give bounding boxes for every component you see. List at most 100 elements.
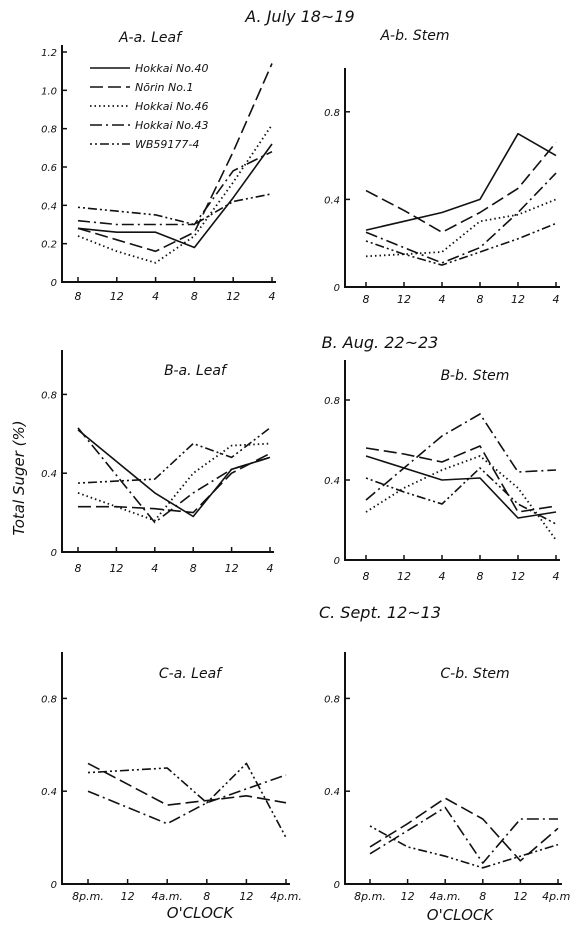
series-line-2 bbox=[87, 762, 287, 838]
chart-panel-5: C-b. Stem 0 0.4 0.8 8p.m. 12 4a.m. 8 12 4p.m. bbox=[324, 652, 571, 903]
chart-panel-3: B-b. Stem 0 0.4 0.8 8 12 4 8 12 4 bbox=[324, 360, 560, 583]
x-axis-label-left: O'CLOCK bbox=[167, 904, 235, 922]
x-tick-label: 12 bbox=[511, 293, 525, 306]
panel-title: B-a. Leaf bbox=[164, 363, 228, 379]
x-tick-label: 8 bbox=[477, 293, 484, 306]
chart-panel-2: B-a. Leaf 0 0.4 0.8 8 12 4 8 12 4 bbox=[41, 350, 274, 575]
y-tick-label: 0 bbox=[334, 880, 340, 891]
x-tick-label: 4 bbox=[553, 570, 560, 583]
x-tick-label: 4 bbox=[439, 293, 446, 306]
series-line-3 bbox=[77, 150, 273, 226]
x-tick-label: 12 bbox=[513, 890, 527, 903]
panel-title: A-b. Stem bbox=[379, 28, 449, 44]
x-tick-label: 4 bbox=[152, 290, 159, 303]
series-line-4 bbox=[77, 193, 273, 226]
x-tick-label: 8p.m. bbox=[354, 890, 386, 903]
y-tick-label: 0.4 bbox=[324, 476, 340, 487]
series-line-0 bbox=[365, 132, 557, 231]
chart-panel-4: C-a. Leaf 0 0.4 0.8 8p.m. 12 4a.m. 8 12 4p.m. bbox=[41, 652, 302, 903]
y-tick-label: 0.8 bbox=[41, 694, 57, 705]
legend-entry: Nōrin No.1 bbox=[135, 81, 193, 94]
series-line-1 bbox=[87, 774, 287, 825]
series-line-3 bbox=[365, 413, 557, 501]
x-tick-label: 8 bbox=[479, 890, 486, 903]
series-line-1 bbox=[365, 141, 557, 234]
series-line-4 bbox=[365, 467, 557, 525]
x-tick-label: 8 bbox=[191, 290, 198, 303]
y-tick-label: 0.4 bbox=[41, 201, 57, 212]
y-tick-label: 0 bbox=[334, 556, 340, 567]
series-line-2 bbox=[365, 455, 557, 541]
x-tick-label: 12 bbox=[397, 570, 411, 583]
x-tick-label: 8p.m. bbox=[72, 890, 104, 903]
series-line-1 bbox=[77, 63, 273, 253]
panel-axes bbox=[61, 350, 274, 553]
series-line-1 bbox=[365, 445, 557, 513]
y-tick-label: 0.2 bbox=[41, 240, 57, 251]
x-tick-label: 4 bbox=[269, 290, 276, 303]
y-tick-label: 0 bbox=[51, 548, 57, 559]
y-tick-label: 0.8 bbox=[41, 390, 57, 401]
panel-title: A-a. Leaf bbox=[118, 30, 183, 46]
y-tick-label: 0.6 bbox=[41, 163, 57, 174]
legend-entry: Hokkai No.43 bbox=[135, 119, 209, 132]
x-tick-label: 4 bbox=[439, 570, 446, 583]
panel-title: B-b. Stem bbox=[441, 368, 510, 384]
y-tick-label: 0.4 bbox=[324, 195, 340, 206]
series-line-0 bbox=[365, 455, 557, 519]
x-tick-label: 4p.m. bbox=[542, 890, 571, 903]
x-tick-label: 4a.m. bbox=[429, 890, 460, 903]
series-line-0 bbox=[87, 762, 287, 806]
section-title-a: A. July 18~19 bbox=[244, 7, 354, 26]
y-tick-label: 0.4 bbox=[324, 787, 340, 798]
x-tick-label: 8 bbox=[477, 570, 484, 583]
series-line-1 bbox=[369, 806, 558, 864]
series-line-4 bbox=[365, 222, 557, 266]
x-tick-label: 4 bbox=[553, 293, 560, 306]
legend-entry: Hokkai No.46 bbox=[135, 100, 209, 113]
y-tick-label: 0.8 bbox=[324, 108, 340, 119]
y-axis-label: Total Suger (%) bbox=[10, 420, 28, 535]
x-tick-label: 4 bbox=[267, 562, 274, 575]
x-tick-label: 12 bbox=[121, 890, 135, 903]
section-title-c: C. Sept. 12~13 bbox=[319, 603, 441, 622]
series-line-0 bbox=[369, 797, 559, 862]
y-tick-label: 0 bbox=[51, 278, 57, 289]
series-line-0 bbox=[77, 429, 271, 518]
x-tick-label: 12 bbox=[397, 293, 411, 306]
section-title-b: B. Aug. 22~23 bbox=[322, 333, 439, 352]
panel-title: C-a. Leaf bbox=[159, 666, 223, 682]
x-tick-label: 8 bbox=[363, 293, 370, 306]
x-tick-label: 12 bbox=[401, 890, 415, 903]
x-tick-label: 8 bbox=[75, 562, 82, 575]
series-line-2 bbox=[365, 198, 557, 258]
x-tick-label: 12 bbox=[109, 562, 123, 575]
x-tick-label: 12 bbox=[226, 290, 240, 303]
x-tick-label: 8 bbox=[190, 562, 197, 575]
series-line-4 bbox=[77, 427, 271, 484]
x-tick-label: 12 bbox=[239, 890, 253, 903]
chart-panel-0: A-a. Leaf 0 0.2 0.4 0.6 0.8 1.0 1.2 8 12 4 8 12 4 bbox=[41, 30, 276, 303]
x-tick-label: 8 bbox=[203, 890, 210, 903]
x-tick-label: 12 bbox=[225, 562, 239, 575]
panel-title: C-b. Stem bbox=[440, 666, 509, 682]
x-axis-label-right: O'CLOCK bbox=[427, 906, 495, 924]
y-tick-label: 0 bbox=[51, 880, 57, 891]
y-tick-label: 0.8 bbox=[324, 396, 340, 407]
series-line-2 bbox=[77, 124, 273, 264]
y-tick-label: 0.4 bbox=[41, 787, 57, 798]
series-line-1 bbox=[78, 452, 271, 514]
series-line-3 bbox=[77, 427, 271, 524]
x-tick-label: 4p.m. bbox=[270, 890, 302, 903]
x-tick-label: 4 bbox=[151, 562, 158, 575]
x-tick-label: 12 bbox=[110, 290, 124, 303]
x-tick-label: 12 bbox=[511, 570, 525, 583]
x-tick-label: 8 bbox=[75, 290, 82, 303]
y-tick-label: 0.4 bbox=[41, 469, 57, 480]
series-line-0 bbox=[77, 143, 273, 249]
series-line-3 bbox=[365, 172, 557, 264]
y-tick-label: 0.8 bbox=[324, 694, 340, 705]
y-tick-label: 1.0 bbox=[41, 86, 57, 97]
legend: Hokkai No.40 Nōrin No.1 Hokkai No.46 Hokkai… bbox=[90, 62, 209, 151]
